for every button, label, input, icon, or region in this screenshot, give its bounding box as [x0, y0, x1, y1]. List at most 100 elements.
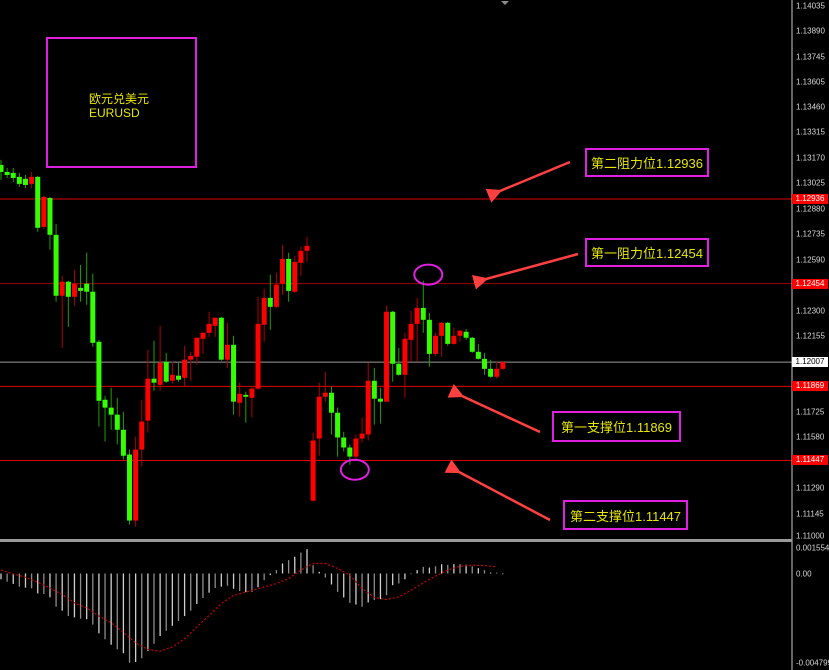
candle-body	[341, 437, 347, 448]
candle-body	[280, 258, 286, 284]
y-tick-label: 1.11000	[796, 531, 825, 541]
candle-body	[286, 258, 292, 291]
candle-body	[347, 447, 353, 457]
y-tick-label: 1.12590	[796, 255, 825, 265]
price-tag-level: 1.11447	[792, 455, 828, 466]
price-tag-current: 1.12007	[792, 357, 828, 368]
candles	[0, 159, 506, 527]
candle-body	[151, 378, 157, 383]
candle-body	[322, 392, 328, 397]
signal-line	[0, 562, 497, 652]
candle-body	[16, 176, 22, 184]
chart-shift-marker-icon[interactable]	[501, 1, 509, 5]
candle-body	[390, 311, 396, 364]
y-tick-label: 1.12300	[796, 306, 825, 316]
candle-body	[53, 234, 59, 296]
candle-body	[188, 355, 194, 360]
osc-tick-label: -0.004799	[796, 658, 829, 668]
candle-body	[96, 341, 102, 401]
support-2-label: 第二支撑位1.11447	[563, 500, 688, 530]
candle-body	[481, 358, 487, 369]
candle-body	[120, 429, 126, 456]
y-tick-label: 1.13025	[796, 178, 825, 188]
candle-body	[139, 421, 145, 450]
arrow-icon	[447, 383, 541, 434]
resistance-2-label: 第二阻力位1.12936	[585, 148, 709, 177]
oscillator-signal	[0, 562, 497, 652]
candle-body	[310, 440, 316, 501]
candle-body	[475, 351, 481, 359]
candle-body	[396, 363, 402, 375]
support-1-label: 第一支撑位1.11869	[552, 411, 681, 442]
candle-body	[145, 378, 151, 421]
candle-body	[255, 323, 261, 389]
arrow-icon	[444, 459, 551, 522]
candle-body	[377, 398, 383, 402]
candle-body	[500, 362, 506, 369]
candle-body	[451, 335, 457, 344]
symbol-title-box: 欧元兑美元 EURUSD	[46, 37, 197, 168]
candle-body	[414, 307, 420, 324]
candle-body	[359, 433, 365, 439]
candle-body	[0, 164, 4, 172]
candle-body	[182, 359, 188, 378]
candle-body	[10, 172, 16, 178]
candle-body	[304, 245, 310, 251]
candle-body	[127, 454, 133, 521]
arrow-icon	[471, 252, 579, 290]
y-tick-label: 1.12155	[796, 331, 825, 341]
candle-body	[4, 171, 10, 175]
y-tick-label: 1.13745	[796, 52, 825, 62]
candle-body	[365, 380, 371, 435]
candle-body	[353, 438, 359, 457]
candle-body	[384, 311, 390, 402]
y-tick-label: 1.12735	[796, 229, 825, 239]
candle-body	[488, 368, 494, 377]
candle-body	[231, 344, 237, 402]
candle-body	[426, 319, 432, 354]
panel-separator[interactable]	[0, 539, 792, 542]
symbol-name: EURUSD	[89, 106, 140, 120]
candle-body	[194, 337, 200, 357]
candle-body	[267, 297, 273, 307]
candle-body	[273, 284, 279, 307]
candle-body	[328, 392, 334, 413]
candle-body	[224, 344, 230, 360]
price-tag-level: 1.12936	[792, 194, 828, 204]
highlight-ellipse	[339, 458, 370, 481]
candle-body	[90, 291, 96, 343]
arrow-icon	[485, 160, 571, 203]
candle-body	[65, 281, 71, 297]
candle-body	[371, 380, 377, 399]
osc-tick-label: 0.001554	[796, 543, 829, 553]
y-tick-label: 1.13315	[796, 127, 825, 137]
y-tick-label: 1.13605	[796, 77, 825, 87]
candle-body	[445, 322, 451, 344]
annotation-marks	[339, 160, 579, 522]
y-tick-label: 1.11580	[796, 432, 825, 442]
candle-body	[41, 196, 47, 227]
y-tick-label: 1.11290	[796, 483, 825, 493]
candle-body	[469, 337, 475, 352]
candle-body	[108, 407, 114, 415]
y-tick-label: 1.13460	[796, 102, 825, 112]
candle-body	[206, 323, 212, 333]
candle-body	[59, 281, 65, 296]
candle-body	[114, 414, 120, 430]
candle-body	[457, 330, 463, 336]
candle-body	[133, 449, 139, 521]
candle-body	[402, 338, 408, 375]
y-tick-label: 1.12880	[796, 204, 825, 214]
candle-body	[157, 362, 163, 385]
oscillator-histogram	[0, 549, 504, 663]
candle-body	[494, 368, 500, 377]
y-tick-label: 1.11145	[796, 509, 824, 519]
candle-body	[335, 412, 341, 438]
candle-body	[200, 332, 206, 339]
candle-body	[261, 297, 267, 325]
candle-body	[237, 393, 243, 403]
candle-body	[163, 361, 169, 382]
candle-body	[175, 375, 181, 380]
osc-tick-label: 0.00	[796, 569, 812, 579]
